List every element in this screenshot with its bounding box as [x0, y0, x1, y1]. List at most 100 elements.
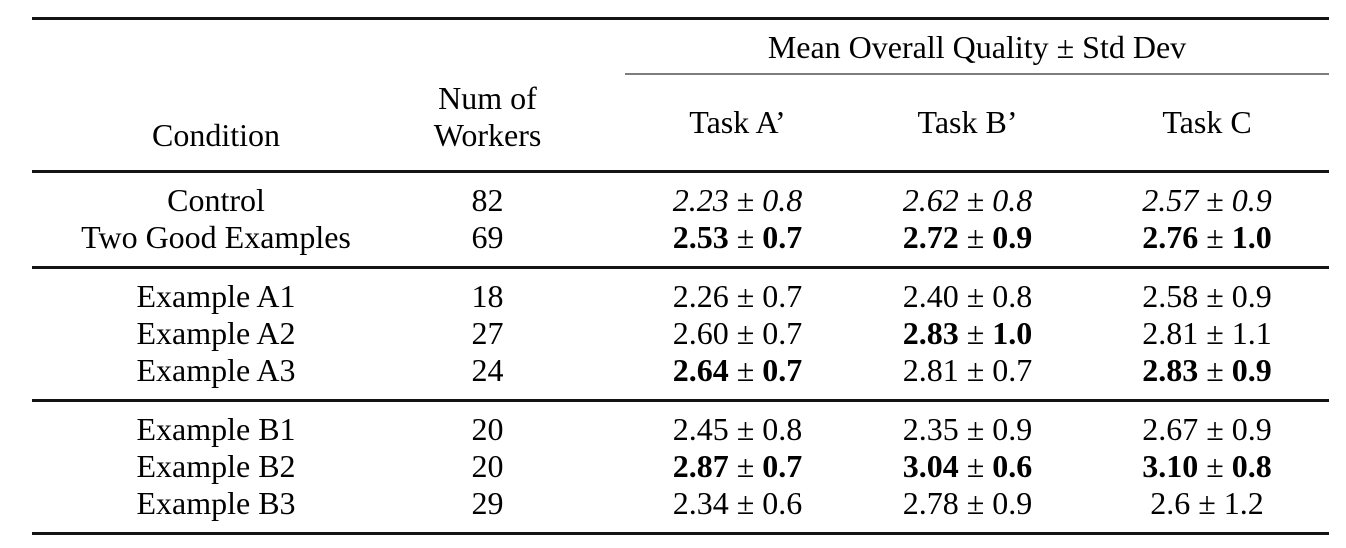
plus-minus-symbol: ± [728, 219, 763, 255]
std-dev-value: 0.9 [1231, 278, 1272, 314]
value-cell: 3.10 ± 0.8 [1085, 448, 1329, 485]
workers-cell: 20 [471, 448, 504, 484]
plus-minus-symbol: ± [958, 448, 993, 484]
value-cell: 2.83 ± 1.0 [850, 315, 1085, 352]
plus-minus-symbol: ± [728, 485, 763, 521]
plus-minus-symbol: ± [1198, 411, 1232, 447]
std-dev-value: 0.8 [992, 182, 1033, 218]
std-dev-value: 0.9 [1231, 352, 1272, 388]
plus-minus-symbol: ± [728, 182, 763, 218]
mean-value: 3.10 [1142, 448, 1199, 484]
plus-minus-symbol: ± [958, 182, 993, 218]
std-dev-value: 0.7 [762, 278, 803, 314]
plus-minus-symbol: ± [958, 278, 993, 314]
value-cell: 2.78 ± 0.9 [850, 485, 1085, 534]
value-cell: 2.87 ± 0.7 [625, 448, 850, 485]
spacer-cell [575, 219, 625, 268]
mean-value: 2.83 [1142, 352, 1199, 388]
std-dev-value: 0.9 [992, 485, 1033, 521]
table-row: Control 82 2.23 ± 0.8 2.62 ± 0.8 2.57 ± 0.9 [32, 172, 1329, 220]
plus-minus-symbol: ± [958, 411, 993, 447]
value-cell: 2.35 ± 0.9 [850, 401, 1085, 449]
spacer-cell [575, 352, 625, 401]
std-dev-value: 0.7 [762, 448, 803, 484]
std-dev-value: 0.9 [1231, 182, 1272, 218]
plus-minus-symbol: ± [958, 315, 993, 351]
mean-value: 2.78 [902, 485, 959, 521]
spacer-cell [575, 485, 625, 534]
condition-cell: Example A1 [136, 278, 296, 314]
value-cell: 2.62 ± 0.8 [850, 172, 1085, 220]
std-dev-value: 0.6 [992, 448, 1033, 484]
mean-value: 2.53 [672, 219, 729, 255]
spacer-cell [575, 172, 625, 220]
std-dev-value: 0.7 [762, 352, 803, 388]
std-dev-value: 0.7 [992, 352, 1033, 388]
column-header-task-a: Task A’ [689, 104, 786, 140]
condition-cell: Two Good Examples [81, 219, 351, 255]
value-cell: 2.6 ± 1.2 [1085, 485, 1329, 534]
mean-value: 2.76 [1142, 219, 1199, 255]
mean-value: 2.83 [902, 315, 959, 351]
table-row: Example B1 20 2.45 ± 0.8 2.35 ± 0.9 2.67 ± 0… [32, 401, 1329, 449]
table-group-3: Example B1 20 2.45 ± 0.8 2.35 ± 0.9 2.67 ± 0… [32, 400, 1329, 534]
plus-minus-symbol: ± [958, 485, 993, 521]
value-cell: 2.53 ± 0.7 [625, 219, 850, 268]
table-row: Two Good Examples 69 2.53 ± 0.7 2.72 ± 0.9 2… [32, 219, 1329, 268]
std-dev-value: 0.7 [762, 315, 803, 351]
spacer-cell [575, 268, 625, 316]
table-header: Condition Num of Workers Mean Overall Qu… [32, 18, 1329, 172]
table-group-1: Control 82 2.23 ± 0.8 2.62 ± 0.8 2.57 ± 0.9 T… [32, 171, 1329, 268]
plus-minus-symbol: ± [1198, 219, 1232, 255]
mean-value: 2.67 [1142, 411, 1199, 447]
condition-cell: Example A3 [136, 352, 296, 388]
mean-value: 2.34 [672, 485, 729, 521]
value-cell: 2.26 ± 0.7 [625, 268, 850, 316]
value-cell: 2.67 ± 0.9 [1085, 401, 1329, 449]
plus-minus-symbol: ± [1198, 315, 1232, 351]
mean-value: 2.81 [902, 352, 959, 388]
workers-cell: 20 [471, 411, 504, 447]
std-dev-value: 0.8 [992, 278, 1033, 314]
plus-minus-symbol: ± [958, 352, 993, 388]
table-row: Example B2 20 2.87 ± 0.7 3.04 ± 0.6 3.10 ± 0… [32, 448, 1329, 485]
plus-minus-symbol: ± [958, 219, 993, 255]
table-group-2: Example A1 18 2.26 ± 0.7 2.40 ± 0.8 2.58 ± 0… [32, 267, 1329, 401]
workers-cell: 18 [471, 278, 504, 314]
std-dev-value: 0.8 [762, 411, 803, 447]
spacer-cell [575, 401, 625, 449]
table-row: Example A1 18 2.26 ± 0.7 2.40 ± 0.8 2.58 ± 0… [32, 268, 1329, 316]
column-header-condition: Condition [151, 117, 280, 153]
std-dev-value: 1.0 [992, 315, 1033, 351]
workers-cell: 29 [471, 485, 504, 521]
column-header-task-c: Task C [1162, 104, 1252, 140]
std-dev-value: 1.1 [1231, 315, 1272, 351]
mean-value: 2.60 [672, 315, 729, 351]
condition-cell: Example B2 [136, 448, 296, 484]
spacer-cell [575, 448, 625, 485]
std-dev-value: 0.9 [992, 411, 1033, 447]
mean-value: 2.40 [902, 278, 959, 314]
value-cell: 2.83 ± 0.9 [1085, 352, 1329, 401]
mean-value: 2.26 [672, 278, 729, 314]
plus-minus-symbol: ± [728, 352, 763, 388]
plus-minus-symbol: ± [1198, 278, 1232, 314]
workers-cell: 82 [471, 182, 504, 218]
mean-value: 2.72 [902, 219, 959, 255]
mean-value: 2.87 [672, 448, 729, 484]
value-cell: 2.23 ± 0.8 [625, 172, 850, 220]
column-header-workers: Num of Workers [400, 19, 575, 172]
value-cell: 3.04 ± 0.6 [850, 448, 1085, 485]
header-spacer [575, 19, 625, 172]
workers-header-line2: Workers [433, 117, 542, 153]
workers-cell: 24 [471, 352, 504, 388]
std-dev-value: 1.0 [1231, 219, 1272, 255]
condition-cell: Example A2 [136, 315, 296, 351]
std-dev-value: 0.8 [762, 182, 803, 218]
condition-cell: Control [167, 182, 265, 218]
mean-value: 3.04 [902, 448, 959, 484]
value-cell: 2.81 ± 1.1 [1085, 315, 1329, 352]
mean-value: 2.45 [672, 411, 729, 447]
mean-value: 2.62 [902, 182, 959, 218]
